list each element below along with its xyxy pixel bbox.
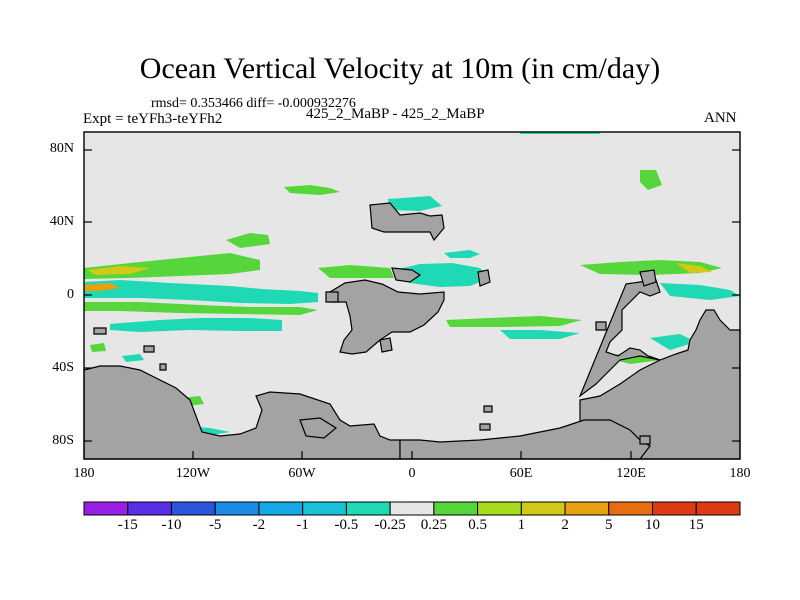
colorbar-box (170, 501, 216, 516)
field-orange-band (84, 283, 120, 291)
colorbar-box (345, 501, 391, 516)
colorbar-label: -5 (208, 517, 222, 533)
colorbar-box (564, 501, 610, 516)
colorbar-label: -0.25 (374, 517, 406, 533)
colorbar-box (477, 501, 522, 516)
field-cyan-equatorial-west (84, 280, 318, 304)
land-atlantic-island (325, 291, 339, 303)
land-africa (329, 279, 445, 355)
land-masses (83, 202, 741, 460)
field-green-atlantic (318, 265, 394, 278)
colorbar-label: 5 (605, 517, 613, 533)
land-indonesia (595, 321, 607, 331)
land-arabia (391, 267, 422, 283)
field-cyan-atlantic (444, 250, 480, 258)
colorbar-box (433, 501, 479, 516)
colorbar-label: -15 (117, 517, 138, 533)
land-island-south-1 (159, 363, 167, 371)
land-asia-east (578, 279, 741, 460)
colorbar-label: 1 (517, 517, 526, 533)
colorbar-box (652, 501, 697, 516)
field-green-west-pacific (580, 260, 722, 275)
field-cyan-north-atlantic (388, 196, 442, 211)
land-north-america-greenland (369, 202, 445, 242)
lat-tick-80s: 80S (52, 433, 74, 448)
colorbar-box (389, 501, 435, 516)
land-antarctica-peninsula (299, 417, 338, 439)
lat-tick-40n: 40N (49, 214, 74, 229)
colorbar-label: 15 (688, 517, 704, 533)
colorbar-box (83, 501, 129, 516)
lat-tick-80n: 80N (49, 141, 74, 156)
colorbar-box (608, 501, 654, 516)
colorbar-label: 10 (645, 517, 661, 533)
colorbar-label: 0.5 (468, 517, 487, 533)
land-antarctica-east (399, 419, 651, 460)
field-cyan-indian-ocean (500, 330, 580, 339)
field-green-middle (226, 233, 270, 248)
field-green-south-band (84, 302, 318, 315)
colorbar-label: -0.5 (334, 517, 359, 533)
colorbar-box (258, 501, 304, 516)
land-islands-central (479, 423, 491, 431)
field-cyan-south-band (110, 318, 282, 332)
colorbar-box (214, 501, 260, 516)
anomaly-fields (84, 132, 740, 444)
field-yellow-north-band (88, 266, 150, 275)
land-island-south-2 (639, 435, 651, 445)
land-small-island (483, 405, 493, 413)
colorbar (83, 501, 741, 516)
field-green-north-atlantic (284, 185, 340, 195)
land-india (477, 269, 491, 287)
lon-tick-120e: 120E (616, 466, 646, 481)
stats-label: rmsd= 0.353466 diff= -0.000932276 (151, 96, 356, 111)
colorbar-box (302, 501, 347, 516)
lon-tick-60e: 60E (509, 466, 533, 481)
colorbar-label: 0.25 (420, 517, 447, 533)
land-pacific-island-2 (93, 327, 107, 335)
colorbar-label: -2 (252, 517, 266, 533)
field-cyan-south-pacific (650, 334, 696, 350)
field-green-small-1 (90, 343, 106, 352)
field-cyan-west-pacific (660, 283, 740, 300)
axis-ticks (84, 149, 740, 459)
plot-title: Ocean Vertical Velocity at 10m (in cm/da… (139, 52, 661, 85)
field-green-arctic (640, 170, 662, 190)
field-green-indian-ocean (446, 316, 582, 327)
lon-tick-0: 0 (408, 466, 416, 481)
lon-tick-180-left: 180 (73, 466, 95, 481)
field-cyan-northwest (122, 354, 144, 362)
field-yellow-pacific (676, 263, 712, 273)
colorbar-box (695, 501, 741, 516)
lat-tick-40s: 40S (52, 360, 74, 375)
lon-tick-180-right: 180 (729, 466, 751, 481)
case-label: 425_2_MaBP - 425_2_MaBP (306, 106, 485, 122)
colorbar-label: -1 (296, 517, 309, 533)
colorbar-label: 2 (561, 517, 569, 533)
land-madagascar (379, 337, 393, 353)
lon-tick-60w: 60W (288, 466, 316, 481)
lon-tick-120w: 120W (175, 466, 211, 481)
colorbar-box (127, 501, 172, 516)
experiment-label: Expt = teYFh3-teYFh2 (83, 111, 223, 127)
season-label: ANN (704, 110, 737, 126)
field-cyan-equatorial-center (394, 263, 490, 287)
land-australia (639, 269, 657, 287)
land-pacific-island-1 (143, 345, 155, 353)
colorbar-box (520, 501, 566, 516)
lat-tick-0: 0 (67, 287, 74, 302)
colorbar-label: -10 (161, 517, 182, 533)
